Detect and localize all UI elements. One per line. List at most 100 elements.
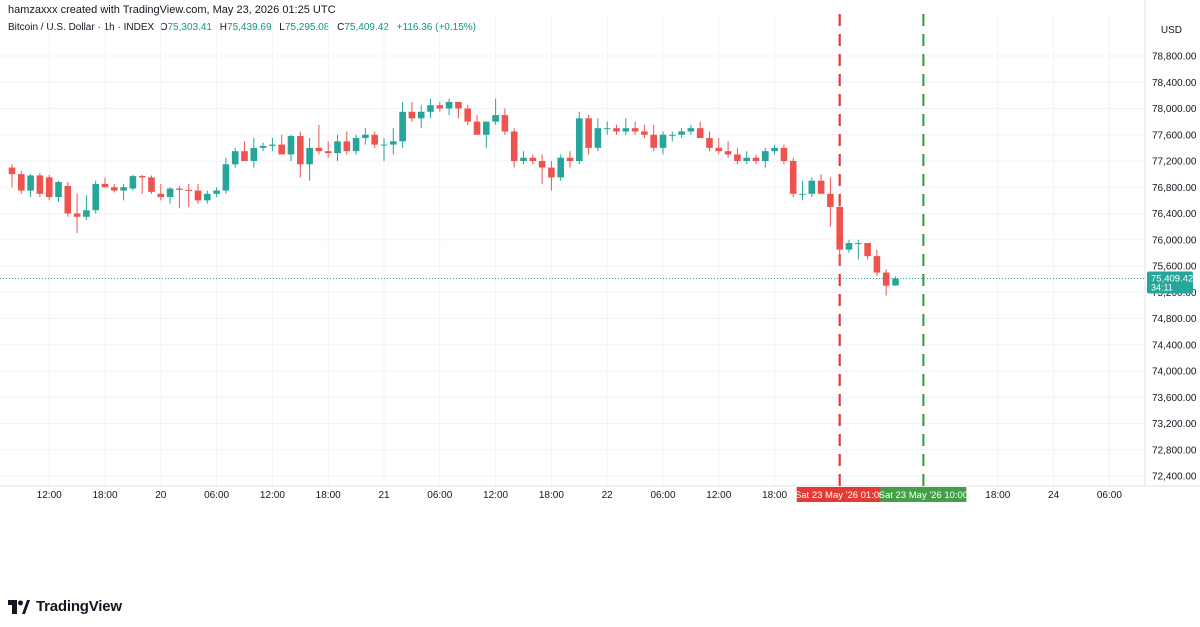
candle-body[interactable] xyxy=(36,175,44,194)
candle-body[interactable] xyxy=(204,193,211,201)
candle-body[interactable] xyxy=(297,136,304,165)
candle-body[interactable] xyxy=(269,144,276,146)
candle-body[interactable] xyxy=(138,176,146,178)
candle-body[interactable] xyxy=(464,108,471,122)
candle-body[interactable] xyxy=(687,128,695,132)
candle-body[interactable] xyxy=(650,134,657,148)
candle-body[interactable] xyxy=(631,128,639,132)
candle-body[interactable] xyxy=(566,157,574,161)
candle-body[interactable] xyxy=(334,141,341,154)
candle-body[interactable] xyxy=(585,118,592,148)
candle-body[interactable] xyxy=(73,213,81,217)
candle-body[interactable] xyxy=(120,187,127,191)
candle-body[interactable] xyxy=(445,101,453,109)
candle-body[interactable] xyxy=(231,151,239,165)
candle-body[interactable] xyxy=(724,151,732,155)
candle-body[interactable] xyxy=(762,151,769,161)
time-marker-badge[interactable] xyxy=(796,487,883,502)
candle-body[interactable] xyxy=(27,175,34,191)
candle-body[interactable] xyxy=(194,190,202,201)
candle-body[interactable] xyxy=(771,147,778,152)
candle-body[interactable] xyxy=(622,128,630,132)
candle-body[interactable] xyxy=(483,121,490,135)
candle-body[interactable] xyxy=(436,105,444,109)
candle-body[interactable] xyxy=(669,134,676,136)
candle-body[interactable] xyxy=(343,141,351,152)
candle-body[interactable] xyxy=(752,157,760,161)
candle-body[interactable] xyxy=(371,134,378,145)
candle-body[interactable] xyxy=(278,144,285,155)
candle-body[interactable] xyxy=(176,188,183,190)
candle-body[interactable] xyxy=(83,210,90,217)
candle-body[interactable] xyxy=(213,190,220,194)
candle-body[interactable] xyxy=(613,128,620,132)
candle-body[interactable] xyxy=(845,243,853,250)
candle-body[interactable] xyxy=(520,157,527,161)
candle-body[interactable] xyxy=(8,167,16,175)
candle-body[interactable] xyxy=(45,177,53,198)
candle-body[interactable] xyxy=(557,157,564,178)
candle-body[interactable] xyxy=(408,111,416,119)
candle-body[interactable] xyxy=(306,147,313,165)
candle-body[interactable] xyxy=(101,183,109,188)
candle-body[interactable] xyxy=(259,145,267,148)
candle-body[interactable] xyxy=(473,121,481,135)
candle-body[interactable] xyxy=(510,131,518,161)
footer-brand[interactable]: TradingView xyxy=(8,598,122,615)
candle-body[interactable] xyxy=(250,147,258,161)
candle-body[interactable] xyxy=(501,115,509,132)
time-marker-badge[interactable] xyxy=(880,487,967,502)
candle-body[interactable] xyxy=(352,138,360,152)
candle-body[interactable] xyxy=(148,177,155,192)
candle-body[interactable] xyxy=(129,176,137,189)
candle-body[interactable] xyxy=(864,243,871,257)
candle-body[interactable] xyxy=(892,278,899,286)
candle-body[interactable] xyxy=(241,151,248,161)
candle-body[interactable] xyxy=(529,157,537,161)
candle-body[interactable] xyxy=(64,185,72,214)
candle-body[interactable] xyxy=(157,193,165,198)
candle-body[interactable] xyxy=(185,189,192,191)
candle-body[interactable] xyxy=(166,188,174,198)
candle-body[interactable] xyxy=(715,147,723,152)
candle-body[interactable] xyxy=(808,180,816,194)
candle-body[interactable] xyxy=(399,111,406,142)
candle-body[interactable] xyxy=(678,131,685,135)
candle-body[interactable] xyxy=(594,128,602,148)
candle-body[interactable] xyxy=(576,118,583,161)
candle-body[interactable] xyxy=(324,151,332,154)
candle-body[interactable] xyxy=(222,164,230,191)
candle-body[interactable] xyxy=(492,115,499,122)
candle-body[interactable] xyxy=(315,147,323,152)
candle-body[interactable] xyxy=(743,157,750,161)
candle-body[interactable] xyxy=(287,136,295,155)
candle-body[interactable] xyxy=(548,167,555,178)
candle-body[interactable] xyxy=(111,187,118,191)
candle-body[interactable] xyxy=(882,272,890,286)
candle-body[interactable] xyxy=(827,193,834,207)
candle-body[interactable] xyxy=(855,243,862,245)
candle-body[interactable] xyxy=(873,256,881,273)
candle-body[interactable] xyxy=(836,206,843,250)
candle-body[interactable] xyxy=(696,128,704,139)
candle-body[interactable] xyxy=(789,161,797,194)
candle-body[interactable] xyxy=(799,193,806,195)
candle-body[interactable] xyxy=(780,147,788,161)
candle-body[interactable] xyxy=(603,128,611,130)
candle-body[interactable] xyxy=(706,138,713,148)
candle-body[interactable] xyxy=(641,131,648,135)
candle-body[interactable] xyxy=(18,174,25,191)
candle-body[interactable] xyxy=(538,161,546,168)
candle-body[interactable] xyxy=(427,105,434,112)
candle-body[interactable] xyxy=(659,134,667,148)
candle-body[interactable] xyxy=(417,111,425,119)
candle-body[interactable] xyxy=(390,141,397,145)
candle-body[interactable] xyxy=(817,180,825,194)
candle-body[interactable] xyxy=(380,144,388,146)
candle-body[interactable] xyxy=(92,183,99,211)
candle-body[interactable] xyxy=(455,101,462,109)
candle-body[interactable] xyxy=(362,134,369,139)
candle-body[interactable] xyxy=(734,154,741,161)
symbol-label[interactable]: Bitcoin / U.S. Dollar · 1h · INDEX xyxy=(8,22,155,33)
